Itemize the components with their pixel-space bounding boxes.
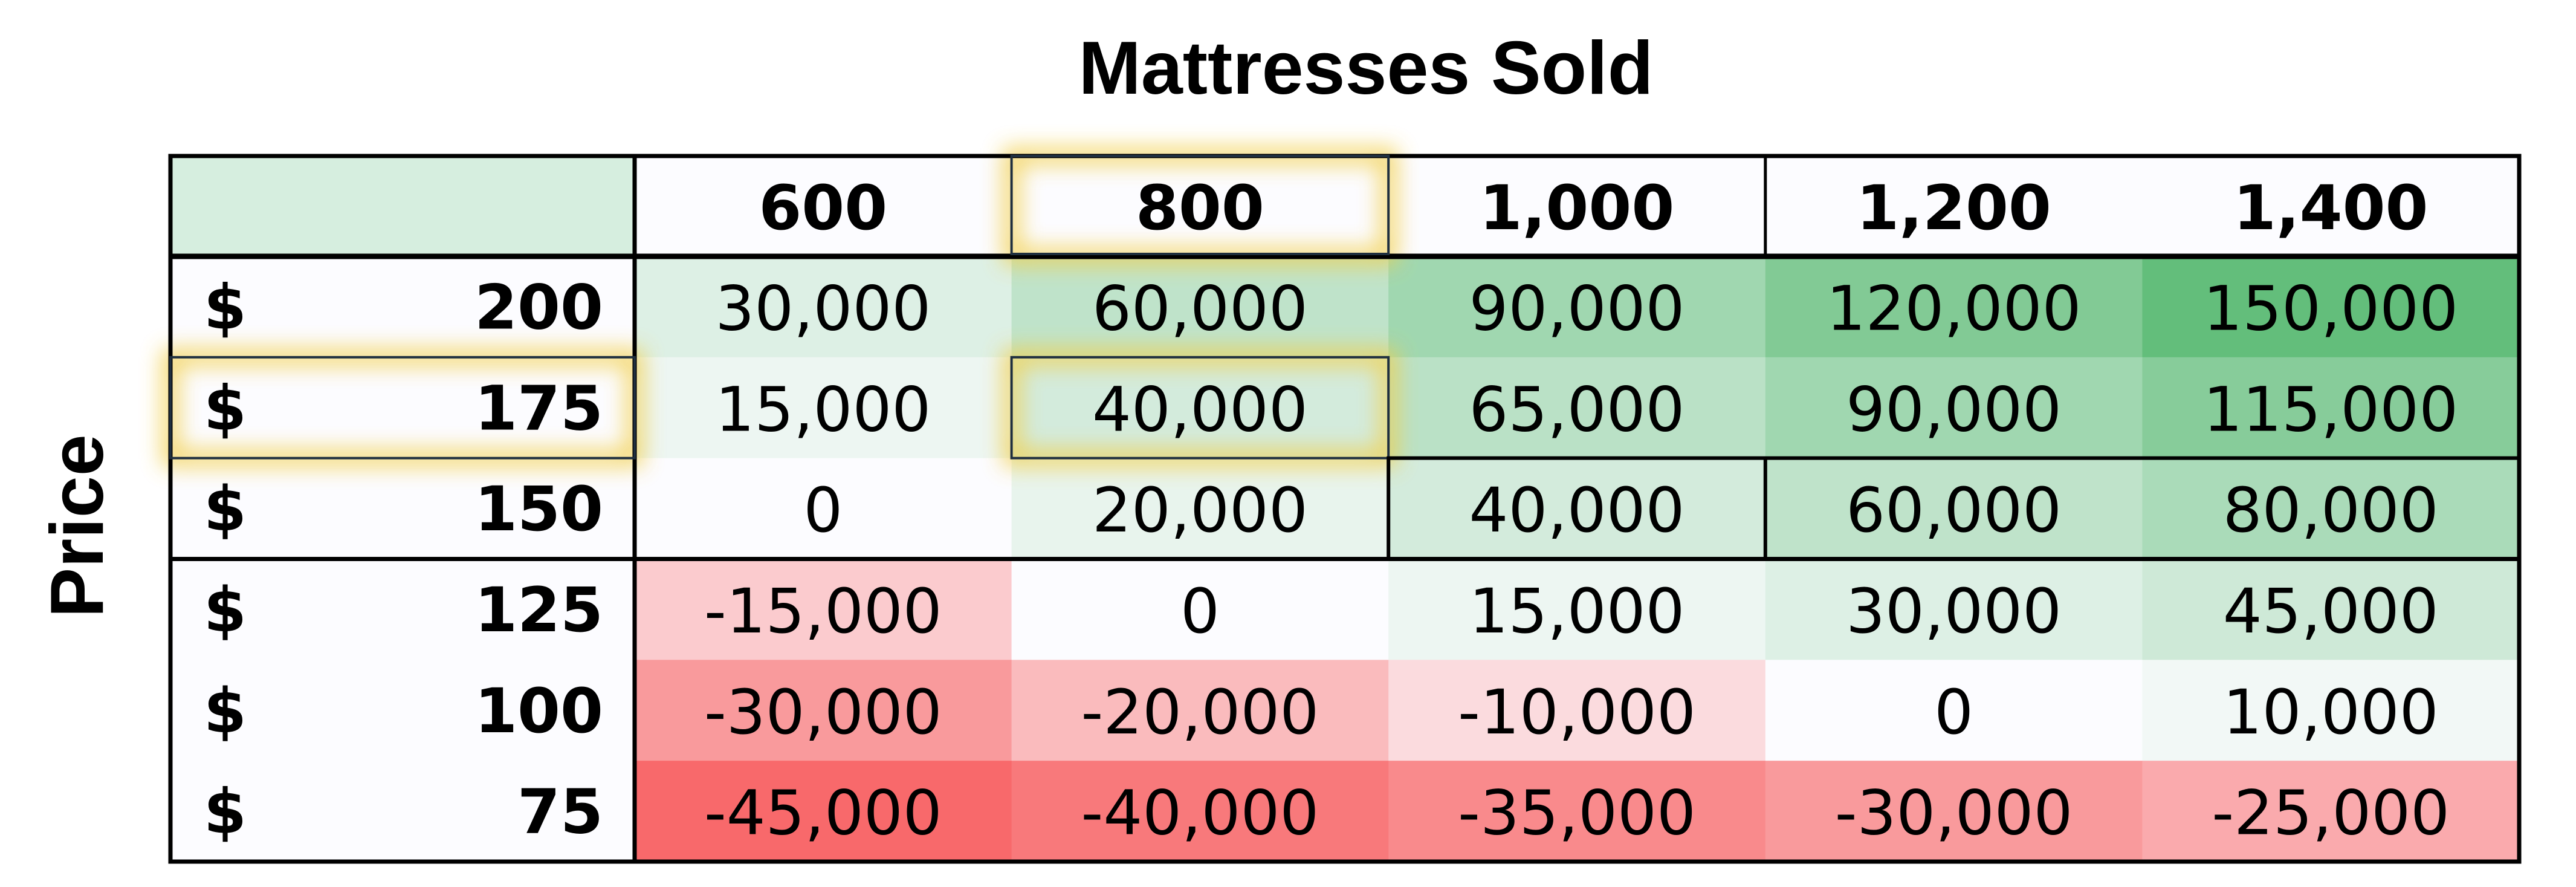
- heatmap-cell-125-600: [635, 559, 1012, 660]
- value-label-75-1400: -25,000: [2212, 778, 2450, 850]
- row-currency-125: $: [204, 574, 247, 646]
- heatmap-cell-125-1200: [1765, 559, 2143, 660]
- column-header-1000: 1,000: [1480, 172, 1675, 244]
- heatmap-cell-75-1200: [1765, 761, 2143, 862]
- value-label-200-600: 30,000: [715, 273, 931, 345]
- value-label-150-1200: 60,000: [1846, 475, 2062, 547]
- heatmap-cell-100-600: [635, 660, 1012, 761]
- column-header-band: [635, 156, 2519, 256]
- y-axis-label: Price: [36, 434, 119, 617]
- heatmap-cell-200-600: [635, 256, 1012, 358]
- row-header-200: 200: [474, 271, 603, 343]
- heatmap-cell-100-800: [1011, 660, 1389, 761]
- heatmap-cell-175-800: [1011, 357, 1389, 459]
- value-label-175-1200: 90,000: [1846, 374, 2062, 446]
- heatmap-cell-175-1200: [1765, 357, 2143, 459]
- value-label-150-1400: 80,000: [2223, 475, 2439, 547]
- row-currency-175: $: [204, 372, 247, 444]
- value-label-100-600: -30,000: [704, 677, 942, 749]
- heatmap-cell-200-1000: [1388, 256, 1766, 358]
- row-currency-100: $: [204, 675, 247, 747]
- value-label-150-600: 0: [803, 475, 843, 547]
- row-150-top-border: [1387, 456, 2519, 559]
- heatmap-cells: [170, 156, 2520, 862]
- heatmap-labels: 600 800 1,000 1,200 1,400 $ 200 $ 175 $ 150 $ 125 $ 10…: [204, 172, 2458, 850]
- value-label-75-1000: -35,000: [1458, 778, 1696, 850]
- row-header-125: 125: [474, 574, 603, 646]
- heatmap-cell-75-600: [635, 761, 1012, 862]
- highlight-cell-box: [1010, 356, 1390, 460]
- value-label-125-1400: 45,000: [2223, 576, 2439, 648]
- value-label-200-1000: 90,000: [1469, 273, 1685, 345]
- value-label-200-1400: 150,000: [2203, 273, 2458, 345]
- heatmap-cell-175-1400: [2142, 357, 2520, 459]
- value-label-125-800: 0: [1180, 576, 1220, 648]
- value-label-100-1400: 10,000: [2223, 677, 2439, 749]
- heatmap-cell-75-1000: [1388, 761, 1766, 862]
- heatmap-cell-100-1000: [1388, 660, 1766, 761]
- row-header-150: 150: [474, 473, 603, 545]
- heatmap-cell-200-800: [1011, 256, 1389, 358]
- value-label-175-1400: 115,000: [2203, 374, 2458, 446]
- value-label-150-1000: 40,000: [1469, 475, 1685, 547]
- value-label-125-1000: 15,000: [1469, 576, 1685, 648]
- heatmap-cell-75-800: [1011, 761, 1389, 862]
- heatmap-cell-175-1000: [1388, 357, 1766, 459]
- value-label-75-600: -45,000: [704, 778, 942, 850]
- heatmap-cell-150-1000: [1388, 458, 1766, 559]
- value-label-75-800: -40,000: [1081, 778, 1319, 850]
- value-label-200-800: 60,000: [1092, 273, 1308, 345]
- value-label-100-1200: 0: [1934, 677, 1973, 749]
- value-label-175-1000: 65,000: [1469, 374, 1685, 446]
- value-label-100-800: -20,000: [1081, 677, 1319, 749]
- heatmap-cell-150-800: [1011, 458, 1389, 559]
- heatmap-cell-125-800: [1011, 559, 1389, 660]
- value-label-175-800: 40,000: [1092, 374, 1308, 446]
- highlight-row-box: [169, 356, 636, 460]
- heatmap-cell-150-1400: [2142, 458, 2520, 559]
- corner-cell: [170, 156, 635, 256]
- row-header-100: 100: [474, 675, 603, 747]
- heatmap-cell-150-600: [635, 458, 1012, 559]
- value-label-150-800: 20,000: [1092, 475, 1308, 547]
- column-header-600: 600: [759, 172, 887, 244]
- value-label-100-1000: -10,000: [1458, 677, 1696, 749]
- table-borders: [163, 148, 2522, 864]
- value-label-125-1200: 30,000: [1846, 576, 2062, 648]
- value-label-175-600: 15,000: [715, 374, 931, 446]
- heatmap-cell-200-1200: [1765, 256, 2143, 358]
- value-label-125-600: -15,000: [704, 576, 942, 648]
- heatmap-cell-125-1400: [2142, 559, 2520, 660]
- column-header-1200: 1,200: [1856, 172, 2051, 244]
- row-header-175: 175: [474, 372, 603, 444]
- heatmap-cell-125-1000: [1388, 559, 1766, 660]
- chart-title: Mattresses Sold: [1078, 27, 1653, 110]
- heatmap-cell-150-1200: [1765, 458, 2143, 559]
- value-label-75-1200: -30,000: [1835, 778, 2073, 850]
- heatmap-cell-100-1200: [1765, 660, 2143, 761]
- highlight-column-box: [1010, 155, 1390, 255]
- row-header-75: 75: [517, 776, 603, 848]
- heatmap-cell-75-1400: [2142, 761, 2520, 862]
- heatmap-cell-200-1400: [2142, 256, 2520, 358]
- column-header-800: 800: [1136, 172, 1264, 244]
- row-currency-75: $: [204, 776, 247, 848]
- row-currency-200: $: [204, 271, 247, 343]
- heatmap-cell-175-600: [635, 357, 1012, 459]
- row-currency-150: $: [204, 473, 247, 545]
- heatmap-cell-100-1400: [2142, 660, 2520, 761]
- column-header-1400: 1,400: [2233, 172, 2429, 244]
- value-label-200-1200: 120,000: [1827, 273, 2082, 345]
